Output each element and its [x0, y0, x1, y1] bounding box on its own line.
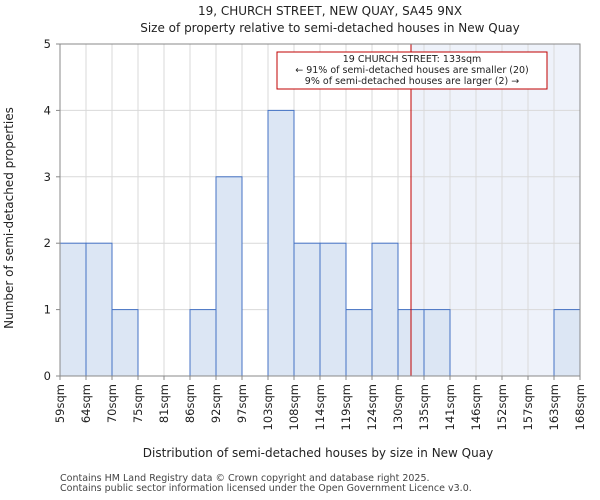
y-tick-label: 5: [44, 37, 51, 51]
bar-135sqm: [423, 309, 451, 377]
x-tick-label: 92sqm: [209, 384, 223, 423]
bar-114sqm: [319, 242, 347, 377]
y-axis-label: Number of semi-detached properties: [2, 107, 16, 329]
y-tick-label: 3: [44, 170, 51, 184]
annotation-line-3: 9% of semi-detached houses are larger (2…: [305, 76, 519, 87]
x-axis-label: Distribution of semi-detached houses by …: [143, 446, 493, 460]
bar-64sqm: [85, 242, 113, 377]
annotation-border: [276, 51, 548, 90]
x-tick-label: 146sqm: [469, 384, 483, 430]
x-tick-label: 124sqm: [365, 384, 379, 430]
x-tick-label: 59sqm: [53, 384, 67, 423]
x-tick-label: 97sqm: [235, 384, 249, 423]
annotation-box: 19 CHURCH STREET: 133sqm ← 91% of semi-d…: [276, 51, 548, 90]
chart-subtitle: Size of property relative to semi-detach…: [140, 21, 520, 35]
x-tick-label: 86sqm: [183, 384, 197, 423]
x-tick-label: 103sqm: [261, 384, 275, 430]
x-tick-label: 108sqm: [287, 384, 301, 430]
x-tick-label: 168sqm: [573, 384, 587, 430]
x-tick-label: 114sqm: [313, 384, 327, 430]
bar-59sqm: [59, 242, 87, 377]
x-tick-label: 70sqm: [105, 384, 119, 423]
annotation-line-1: 19 CHURCH STREET: 133sqm: [343, 54, 482, 65]
bar-86sqm: [189, 309, 217, 377]
x-tick-label: 81sqm: [157, 384, 171, 423]
x-tick-label: 135sqm: [417, 384, 431, 430]
y-tick-label: 1: [44, 303, 51, 317]
annotation-line-2: ← 91% of semi-detached houses are smalle…: [295, 65, 529, 76]
bar-119sqm: [345, 309, 373, 377]
x-tick-label: 75sqm: [131, 384, 145, 423]
y-tick-label: 4: [44, 103, 51, 117]
x-tick-label: 141sqm: [443, 384, 457, 430]
bar-108sqm: [293, 242, 321, 377]
chart-title: 19, CHURCH STREET, NEW QUAY, SA45 9NX: [198, 4, 462, 18]
x-tick-label: 163sqm: [547, 384, 561, 430]
y-tick-label: 0: [44, 369, 51, 383]
footer-licence: Contains public sector information licen…: [60, 483, 472, 494]
bar-124sqm: [371, 242, 399, 377]
x-tick-label: 119sqm: [339, 384, 353, 430]
x-tick-label: 130sqm: [391, 384, 405, 430]
bar-70sqm: [111, 309, 139, 377]
x-tick-label: 64sqm: [79, 384, 93, 423]
bar-103sqm: [267, 109, 295, 377]
x-tick-label: 152sqm: [495, 384, 509, 430]
y-tick-label: 2: [44, 236, 51, 250]
x-tick-label: 157sqm: [521, 384, 535, 430]
bar-163sqm: [553, 309, 581, 377]
bar-92sqm: [215, 176, 243, 377]
footer-copyright: Contains HM Land Registry data © Crown c…: [60, 473, 430, 484]
